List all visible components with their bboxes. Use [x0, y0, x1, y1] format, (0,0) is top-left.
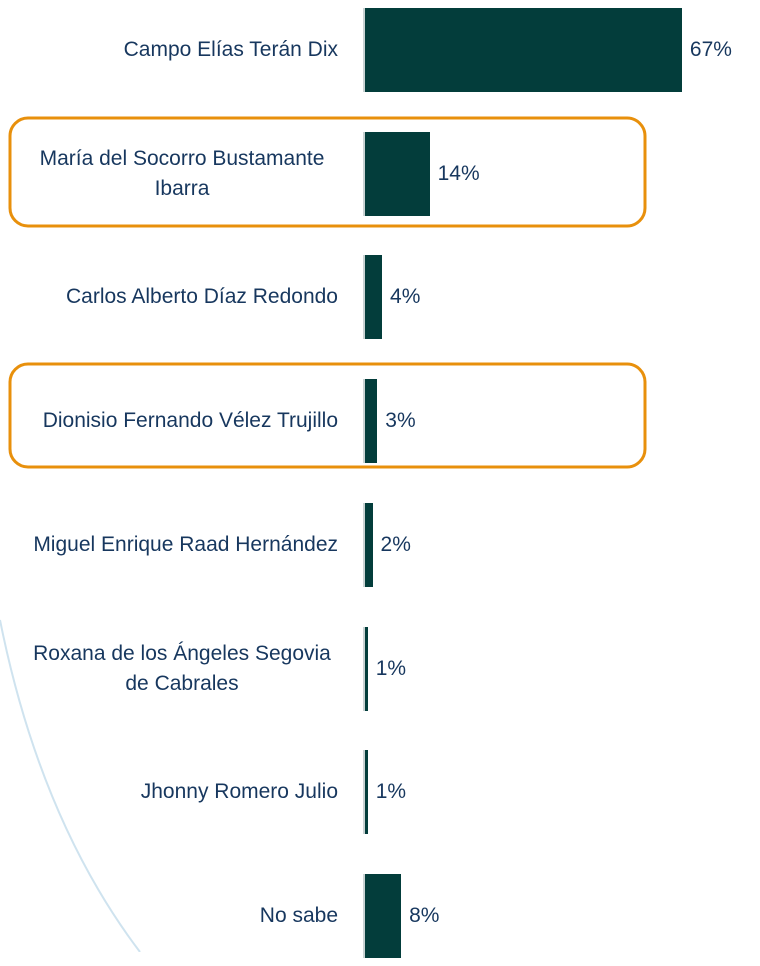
value-label: 8%: [409, 903, 440, 927]
category-label: Dionisio Fernando Vélez Trujillo: [42, 409, 338, 433]
value-label: 2%: [380, 532, 411, 556]
bar: [363, 131, 430, 216]
bar: [363, 750, 368, 835]
decorative-arc: [0, 619, 141, 952]
bar: [363, 502, 373, 587]
category-label-container: Roxana de los Ángeles Segovia de Cabrale…: [0, 619, 338, 719]
category-label: Jhonny Romero Julio: [140, 780, 338, 804]
category-label: No sabe: [259, 903, 338, 927]
value-label: 1%: [375, 656, 407, 680]
highlight-box: [8, 362, 647, 469]
value-label: 4%: [390, 285, 421, 309]
bar: [363, 255, 383, 340]
category-label: Miguel Enrique Raad Hernández: [33, 532, 338, 556]
bar: [363, 873, 402, 958]
bar: [363, 379, 378, 464]
value-label: 1%: [375, 780, 407, 804]
value-label: 3%: [385, 409, 416, 433]
category-label-container: Campo Elías Terán Dix: [0, 0, 338, 100]
category-label-container: No sabe: [0, 866, 338, 966]
category-label: Campo Elías Terán Dix: [123, 38, 338, 61]
category-label-container: María del Socorro Bustamante Ibarra: [0, 124, 338, 224]
category-label: Carlos Alberto Díaz Redondo: [66, 285, 338, 309]
category-label: Roxana de los Ángeles Segovia de Cabrale…: [33, 641, 331, 695]
category-label-container: Miguel Enrique Raad Hernández: [0, 495, 338, 595]
bar: [363, 626, 368, 711]
highlight-box: [8, 116, 647, 228]
category-label-container: Carlos Alberto Díaz Redondo: [0, 247, 338, 347]
category-label-container: Dionisio Fernando Vélez Trujillo: [0, 371, 338, 471]
bar: [363, 8, 682, 92]
value-label: 67%: [689, 38, 732, 61]
category-label-container: Jhonny Romero Julio: [0, 742, 338, 842]
value-label: 14%: [437, 161, 480, 185]
category-label: María del Socorro Bustamante Ibarra: [39, 146, 325, 200]
